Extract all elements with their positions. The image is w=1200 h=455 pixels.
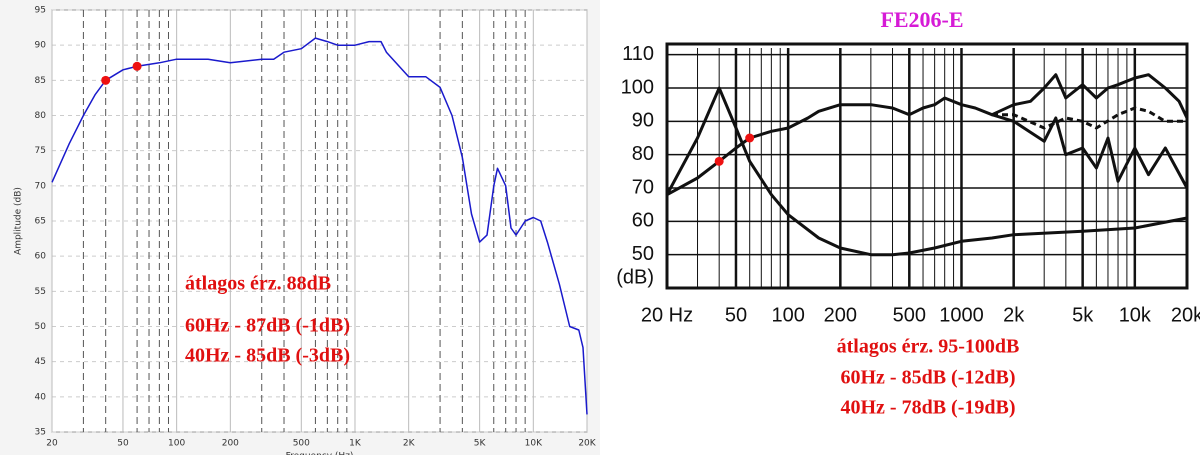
y-tick-label: 50 bbox=[35, 322, 47, 332]
x-tick-label: 200 bbox=[222, 439, 239, 449]
series-line bbox=[665, 86, 1188, 257]
y-tick-label: 60 bbox=[632, 210, 654, 232]
x-tick-label: 2k bbox=[1003, 304, 1025, 326]
y-tick-label: 90 bbox=[35, 41, 47, 51]
x-tick-label: 100 bbox=[771, 304, 804, 326]
x-tick-label: 500 bbox=[293, 439, 310, 449]
x-tick-label: 5k bbox=[1072, 304, 1094, 326]
y-tick-label: 85 bbox=[35, 76, 46, 86]
y-tick-label: 35 bbox=[35, 428, 46, 438]
y-tick-label: 75 bbox=[35, 146, 46, 156]
annotation: 60Hz - 87dB (-1dB) bbox=[185, 315, 350, 337]
x-tick-label: 500 bbox=[893, 304, 926, 326]
x-tick-label: 20k bbox=[1171, 304, 1200, 326]
y-tick-label: 45 bbox=[35, 357, 46, 367]
x-tick-label: 20 Hz bbox=[641, 304, 693, 326]
y-tick-label: 80 bbox=[35, 111, 47, 121]
y-axis-label: (dB) bbox=[616, 266, 654, 288]
x-tick-label: 1000 bbox=[939, 304, 984, 326]
y-tick-label: 40 bbox=[35, 392, 47, 402]
x-tick-label: 50 bbox=[117, 439, 129, 449]
chart-title: FE206-E bbox=[880, 7, 963, 32]
x-tick-label: 20K bbox=[578, 439, 596, 449]
annotation: átlagos érz. 95-100dB bbox=[837, 336, 1020, 358]
x-axis-label: Frequency (Hz) bbox=[286, 452, 354, 455]
x-tick-label: 1K bbox=[349, 439, 362, 449]
series-line bbox=[991, 113, 1189, 189]
marker-point bbox=[101, 75, 111, 85]
x-tick-label: 5K bbox=[474, 439, 487, 449]
y-tick-label: 90 bbox=[632, 110, 654, 132]
annotation: átlagos érz. 88dB bbox=[185, 273, 331, 295]
marker-point bbox=[132, 61, 142, 71]
y-tick-label: 100 bbox=[621, 76, 654, 98]
x-tick-label: 200 bbox=[824, 304, 857, 326]
x-tick-label: 2K bbox=[403, 439, 416, 449]
y-tick-label: 55 bbox=[35, 287, 46, 297]
y-tick-label: 70 bbox=[632, 176, 654, 198]
marker-point bbox=[745, 133, 755, 143]
series-line bbox=[51, 37, 588, 415]
plot-area bbox=[665, 42, 1189, 290]
y-tick-label: 110 bbox=[622, 43, 654, 65]
y-tick-label: 50 bbox=[632, 243, 654, 265]
marker-point bbox=[714, 156, 724, 166]
annotation: 40Hz - 85dB (-3dB) bbox=[185, 345, 350, 367]
x-tick-label: 20 bbox=[46, 439, 58, 449]
x-tick-label: 10K bbox=[525, 439, 543, 449]
annotation: 60Hz - 85dB (-12dB) bbox=[841, 367, 1016, 389]
series-line bbox=[666, 73, 1189, 197]
y-tick-label: 65 bbox=[35, 217, 46, 227]
y-tick-label: 95 bbox=[35, 6, 46, 16]
y-axis-label: Amplitude (dB) bbox=[14, 187, 24, 255]
annotation: 40Hz - 78dB (-19dB) bbox=[841, 397, 1016, 419]
y-tick-label: 70 bbox=[35, 181, 47, 191]
y-tick-label: 80 bbox=[632, 143, 654, 165]
x-tick-label: 50 bbox=[725, 304, 747, 326]
y-tick-label: 60 bbox=[35, 252, 47, 262]
x-tick-label: 100 bbox=[168, 439, 185, 449]
series-line bbox=[992, 106, 1187, 130]
x-tick-label: 10k bbox=[1119, 304, 1152, 326]
